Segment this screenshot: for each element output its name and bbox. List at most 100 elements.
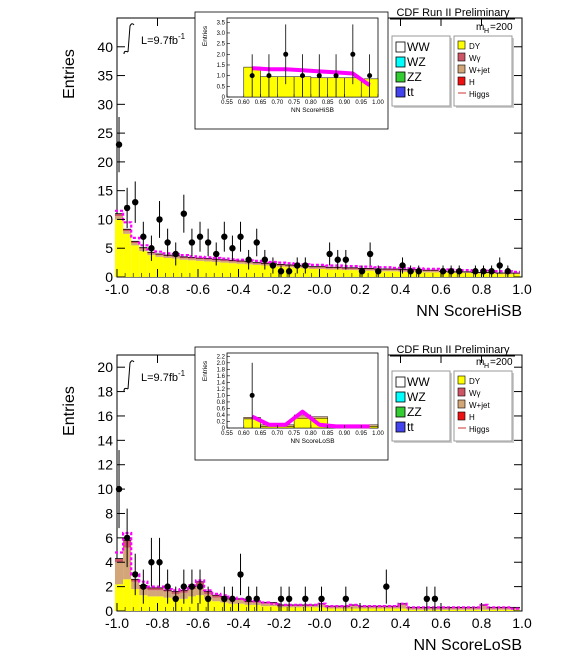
bar-dy-8 xyxy=(179,598,188,611)
bar-w-26 xyxy=(325,606,334,608)
x-tick-label: 1.0 xyxy=(512,615,532,631)
data-point-16 xyxy=(245,256,252,263)
legend-right-label-4: Higgs xyxy=(469,425,489,434)
x-tick-label: 1.0 xyxy=(512,281,532,297)
bar-wjet-22 xyxy=(293,606,302,608)
bar-wjet-37 xyxy=(414,608,423,610)
legend-swatch-ww xyxy=(395,376,406,388)
data-point-32 xyxy=(415,268,422,275)
inset-x-tick-label: 0.95 xyxy=(355,431,367,437)
legend-right-label-2: W+jet xyxy=(469,66,490,75)
inset-y-tick-label: 2.5 xyxy=(217,42,226,48)
y-tick-label: 35 xyxy=(97,68,113,84)
inset-data-point-1 xyxy=(266,73,272,79)
legend-right-label-4: Higgs xyxy=(469,90,489,99)
data-point-6 xyxy=(164,583,171,590)
bar-dy-5 xyxy=(155,596,164,611)
bar-wjet-49 xyxy=(511,273,520,275)
data-point-8 xyxy=(180,210,188,217)
inset-x-axis-title: NN ScoreHiSB xyxy=(291,107,334,114)
bar-wjet-1 xyxy=(123,230,132,234)
x-tick-label: 0.2 xyxy=(350,281,370,297)
bar-w-44 xyxy=(471,607,480,609)
legend-swatch-1 xyxy=(457,387,466,397)
bar-w-38 xyxy=(422,270,431,272)
bar-wjet-39 xyxy=(430,271,439,273)
data-point-5 xyxy=(156,216,163,223)
bar-dy-42 xyxy=(455,609,464,611)
x-tick-label: -0.6 xyxy=(186,281,210,297)
bar-wjet-18 xyxy=(260,603,269,607)
bar-dy-7 xyxy=(171,258,180,277)
data-point-28 xyxy=(366,250,374,258)
bar-wjet-10 xyxy=(195,259,205,261)
data-point-4 xyxy=(148,245,155,252)
bar-dy-15 xyxy=(236,603,245,611)
inset-y-tick-label: 1.0 xyxy=(217,74,226,80)
inset-data-point-6 xyxy=(350,51,356,57)
bar-wjet-29 xyxy=(349,268,358,271)
inset-losb: 0.55 0.60 0.65 0.70 0.75 0.80 0.85 0.90 0.95 1.00… xyxy=(194,346,389,461)
inset-x-tick-label: 0.60 xyxy=(238,100,250,106)
inset-y-axis-title: Entries xyxy=(202,25,209,46)
bar-wjet-24 xyxy=(309,606,318,608)
header-label: CDF Run II Preliminary xyxy=(396,7,510,19)
data-point-9 xyxy=(188,583,196,590)
data-point-24 xyxy=(326,250,333,258)
legend-swatch-zz xyxy=(395,71,406,83)
bar-wjet-33 xyxy=(382,270,391,272)
y-tick-label: 8 xyxy=(105,505,113,521)
bar-dy-33 xyxy=(382,608,391,611)
bar-dy-40 xyxy=(438,609,448,611)
legend-label-ww: WW xyxy=(407,40,430,54)
bar-dy-31 xyxy=(366,270,375,277)
bar-dy-16 xyxy=(244,264,253,277)
bar-dy-14 xyxy=(228,263,237,277)
bar-dy-43 xyxy=(463,272,472,277)
bar-dy-17 xyxy=(252,264,261,277)
bar-w-33 xyxy=(382,606,391,608)
data-point-36 xyxy=(472,268,479,275)
bar-wjet-9 xyxy=(187,258,196,261)
bar-w-10 xyxy=(195,258,205,260)
data-point-11 xyxy=(204,239,212,246)
y-tick-label: 14 xyxy=(97,432,113,448)
bar-wjet-2 xyxy=(131,243,140,246)
y-tick-label: 16 xyxy=(97,408,113,424)
y-tick-label: 0 xyxy=(105,603,113,619)
inset-x-tick-label: 0.85 xyxy=(322,431,334,437)
data-point-14 xyxy=(229,245,236,252)
x-tick-label: 0.8 xyxy=(472,281,492,297)
x-tick-label: -1.0 xyxy=(105,281,129,297)
bar-wjet-5 xyxy=(155,590,164,597)
inset-data-point-7 xyxy=(367,73,373,79)
bar-wjet-15 xyxy=(236,262,245,264)
bar-w-11 xyxy=(204,258,213,260)
inset-x-tick-label: 0.90 xyxy=(339,100,351,106)
data-point-16 xyxy=(253,595,260,603)
data-point-15 xyxy=(237,233,244,240)
bar-dy-3 xyxy=(139,251,148,277)
bar-wjet-12 xyxy=(212,597,221,602)
y-tick-label: 18 xyxy=(97,384,113,400)
bar-dy-33 xyxy=(382,271,391,277)
legend-swatch-2 xyxy=(457,64,466,74)
bar-dy-4 xyxy=(147,596,156,611)
legend-swatch-0 xyxy=(457,375,466,385)
x-tick-label: -0.0 xyxy=(307,615,331,631)
data-point-18 xyxy=(261,256,269,263)
inset-y-tick-label: 0 xyxy=(222,95,226,101)
legend-swatch-3 xyxy=(457,411,466,421)
data-point-31 xyxy=(407,268,414,275)
bar-wjet-31 xyxy=(366,607,375,609)
x-tick-label: -0.6 xyxy=(186,615,210,631)
bar-dy-37 xyxy=(414,609,423,611)
bar-w-0 xyxy=(114,213,124,216)
data-point-18 xyxy=(285,595,293,603)
header-label: CDF Run II Preliminary xyxy=(396,344,510,356)
x-tick-label: -0.4 xyxy=(226,615,250,631)
data-point-38 xyxy=(488,268,495,275)
bar-wjet-29 xyxy=(349,606,358,609)
bar-dy-26 xyxy=(325,608,334,611)
bar-dy-45 xyxy=(479,609,488,611)
